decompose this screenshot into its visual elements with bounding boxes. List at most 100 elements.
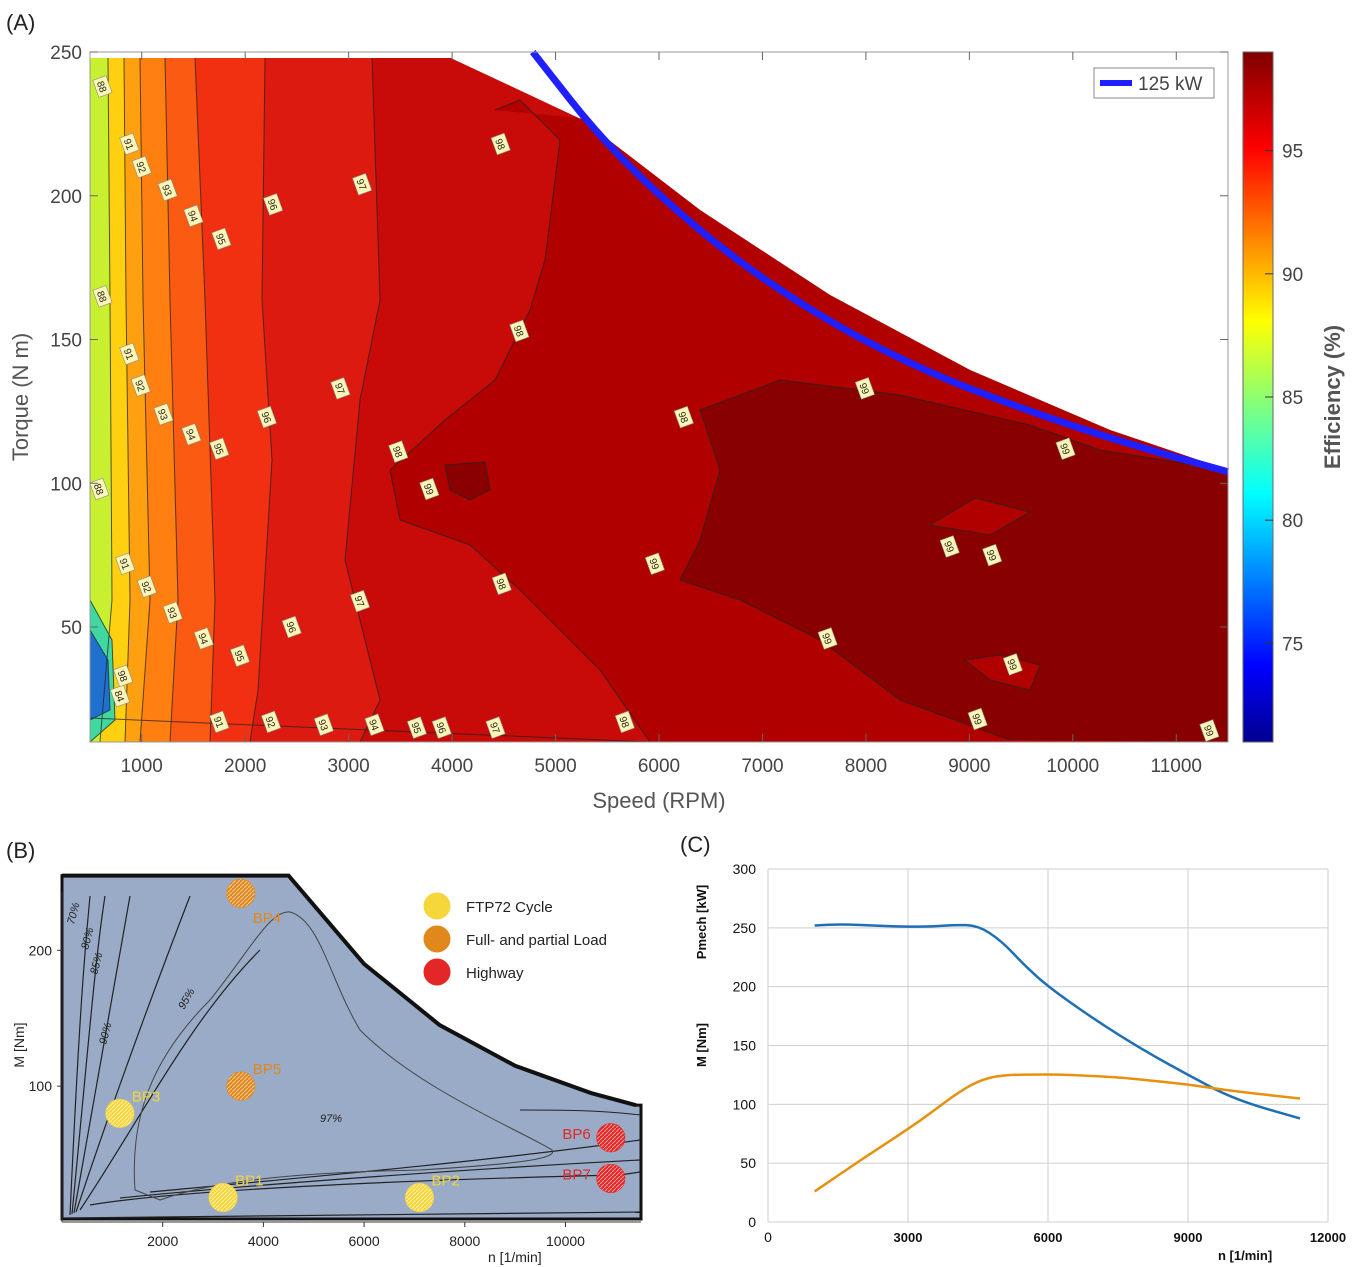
point-label-bp2: BP2 bbox=[431, 1173, 459, 1190]
colorbar-tick-label: 90 bbox=[1282, 265, 1303, 286]
contour-label-text: 99 bbox=[1201, 724, 1215, 739]
contour-label: 91 bbox=[119, 132, 140, 156]
contour-label: 95 bbox=[209, 437, 230, 460]
contour-label-text: 99 bbox=[1004, 658, 1018, 673]
contour-label-text: 92 bbox=[132, 379, 146, 394]
contour-label-text: 91 bbox=[121, 347, 135, 362]
contour-label-text: 96 bbox=[433, 721, 447, 736]
efficiency-map-b: 70% 80% 85% 90% 95% 97% BP1 BP2BP3BP4BP5B… bbox=[11, 873, 643, 1265]
colorbar-tick-label: 80 bbox=[1282, 511, 1303, 532]
contour-label-text: 94 bbox=[366, 718, 380, 733]
legend-label-125kw: 125 kW bbox=[1138, 74, 1202, 95]
contour-label-text: 92 bbox=[138, 580, 152, 595]
y-tick-label-c: 100 bbox=[733, 1096, 757, 1112]
contour-label-text: 91 bbox=[117, 557, 131, 572]
contour-label: 94 bbox=[183, 204, 204, 228]
operating-points: BP1 BP2 BP3 BP4 BP5 BP6 BP7 bbox=[105, 878, 626, 1213]
x-tick-label-b: 6000 bbox=[349, 1233, 380, 1249]
contour-label: 99 bbox=[1199, 719, 1220, 742]
colorbar: 75 80 85 90 95 Efficiency (%) bbox=[1242, 51, 1345, 743]
contour-label: 97 bbox=[485, 716, 506, 739]
x-tick-label-c: 3000 bbox=[894, 1230, 923, 1245]
contour-label: 93 bbox=[162, 601, 183, 624]
series-line-orange bbox=[813, 1073, 1301, 1193]
y-tick-label-c: 50 bbox=[740, 1155, 756, 1171]
x-tick-label-c: 12000 bbox=[1310, 1230, 1346, 1245]
y-tick-label-c: 200 bbox=[733, 979, 757, 995]
legend-a: 125 kW bbox=[1093, 67, 1215, 99]
legend-swatch-full-partial bbox=[423, 925, 451, 953]
x-tick-label-c: 6000 bbox=[1034, 1230, 1063, 1245]
axes-a: 1000 2000 3000 4000 5000 6000 7000 8000 9000 1000… bbox=[50, 43, 1228, 777]
x-tick-label-a: 10000 bbox=[1046, 756, 1099, 777]
contour-label-text: 98 bbox=[390, 445, 404, 460]
contour-label: 99 bbox=[939, 535, 960, 558]
contour-label-text: 98 bbox=[616, 715, 630, 730]
x-axis-label-b: n [1/min] bbox=[488, 1249, 542, 1265]
contour-label: 92 bbox=[131, 155, 152, 179]
contour-label: 98 bbox=[113, 664, 134, 688]
contour-label-text: 92 bbox=[263, 715, 277, 730]
contour-label-text: 95 bbox=[232, 649, 246, 664]
contour-label-text: 98 bbox=[493, 577, 507, 592]
contour-label: 91 bbox=[209, 710, 230, 734]
contour-label: 91 bbox=[115, 552, 136, 575]
efficiency-labels-b: 70% 80% 85% 90% 95% 97% bbox=[65, 901, 342, 1125]
contour-label-text: 93 bbox=[155, 408, 169, 423]
contour-label: 96 bbox=[431, 716, 452, 739]
contour-label-text: 94 bbox=[195, 632, 209, 647]
x-tick-label-a: 2000 bbox=[224, 756, 266, 777]
x-axis-label-a: Speed (RPM) bbox=[592, 788, 725, 813]
colorbar-tick-label: 85 bbox=[1282, 388, 1303, 409]
contour-label-text: 88 bbox=[91, 482, 105, 497]
eff-label-90: 90% bbox=[97, 1021, 114, 1046]
point-label-bp6: BP6 bbox=[562, 1126, 590, 1143]
contour-label: 98 bbox=[490, 132, 511, 156]
x-tick-label-a: 11000 bbox=[1151, 756, 1202, 777]
contour-label-text: 93 bbox=[315, 718, 329, 733]
point-label-bp7: BP7 bbox=[562, 1167, 590, 1184]
contour-label: 94 bbox=[364, 713, 385, 736]
x-tick-label-c: 9000 bbox=[1174, 1230, 1203, 1245]
contour-label-text: 84 bbox=[112, 689, 126, 704]
contour-label-text: 96 bbox=[258, 411, 272, 426]
contour-label-text: 99 bbox=[819, 632, 833, 647]
x-tick-label-a: 8000 bbox=[845, 756, 887, 777]
y-axis-label-b: M [Nm] bbox=[11, 1022, 27, 1067]
axes-b: 2000 4000 6000 8000 10000 100 200 bbox=[29, 892, 641, 1249]
grid-c bbox=[767, 868, 1329, 1223]
contour-label-text: 93 bbox=[164, 606, 178, 621]
contour-label-text: 97 bbox=[332, 382, 346, 397]
contour-label-text: 97 bbox=[354, 178, 368, 193]
contour-label: 99 bbox=[1002, 653, 1023, 676]
contour-label-text: 99 bbox=[421, 482, 435, 497]
eff-label-85: 85% bbox=[88, 951, 105, 976]
panel-label-a: (A) bbox=[6, 10, 35, 35]
contour-label-text: 96 bbox=[265, 198, 279, 213]
contour-label: 99 bbox=[817, 627, 838, 650]
contour-label: 95 bbox=[406, 716, 427, 739]
x-tick-label-a: 9000 bbox=[948, 756, 990, 777]
y-axis-label-a: Torque (N m) bbox=[8, 333, 33, 461]
x-tick-label-a: 1000 bbox=[121, 756, 163, 777]
contour-label: 97 bbox=[352, 173, 373, 196]
full-load-curve-b bbox=[62, 873, 637, 1108]
contour-label: 99 bbox=[644, 552, 665, 575]
x-tick-label-a: 3000 bbox=[327, 756, 369, 777]
point-label-bp3: BP3 bbox=[132, 1088, 160, 1105]
contour-label: 95 bbox=[229, 644, 251, 667]
y-axis-label-c: M [Nm] bbox=[694, 1023, 709, 1067]
contour-label: 96 bbox=[256, 405, 277, 429]
contour-label: 94 bbox=[181, 423, 202, 446]
colorbar-tick-label: 95 bbox=[1282, 142, 1303, 163]
contour-label: 94 bbox=[193, 627, 214, 650]
contour-label-text: 95 bbox=[213, 232, 227, 247]
contour-label-text: 98 bbox=[115, 669, 129, 684]
contour-label-text: 97 bbox=[487, 721, 501, 736]
panel-label-c: (C) bbox=[680, 832, 711, 857]
contour-label: 98 bbox=[491, 572, 512, 596]
y-tick-label-c: 0 bbox=[748, 1214, 756, 1230]
contour-label: 92 bbox=[136, 575, 157, 598]
